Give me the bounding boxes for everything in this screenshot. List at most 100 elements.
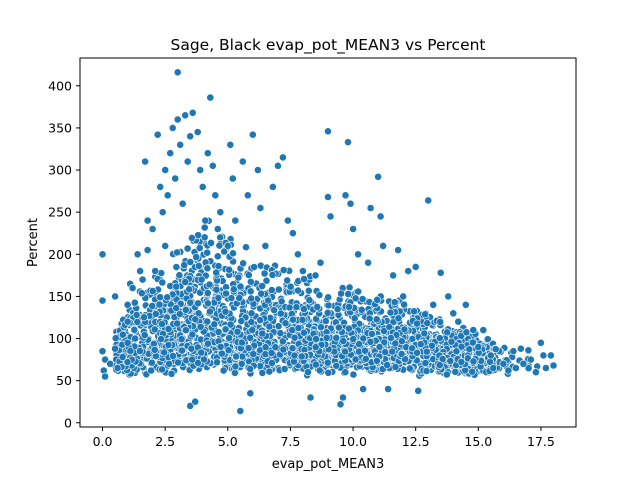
data-point <box>161 166 170 174</box>
data-point <box>113 364 122 372</box>
data-point <box>247 309 256 318</box>
data-point <box>231 362 240 371</box>
data-point <box>422 347 431 356</box>
data-point <box>118 353 127 361</box>
data-point <box>156 182 165 191</box>
data-point <box>204 339 212 348</box>
data-point <box>324 293 333 302</box>
data-point <box>200 233 209 242</box>
data-point <box>237 338 246 347</box>
data-point <box>237 317 246 325</box>
data-point <box>517 344 525 353</box>
data-point <box>274 285 283 294</box>
data-point <box>364 258 372 267</box>
data-point <box>216 233 225 242</box>
data-point <box>194 358 202 367</box>
data-point <box>270 306 278 315</box>
data-point <box>111 292 119 301</box>
data-point <box>161 241 170 250</box>
x-tick-label: 7.5 <box>280 434 300 449</box>
data-point <box>311 360 320 369</box>
data-point <box>126 347 135 355</box>
data-point <box>361 354 370 363</box>
data-point <box>357 305 366 314</box>
data-point <box>359 334 368 343</box>
data-point <box>539 351 548 360</box>
data-point <box>468 367 477 376</box>
data-point <box>449 309 458 318</box>
data-point <box>250 263 258 271</box>
data-point <box>404 267 413 275</box>
data-point <box>238 157 247 166</box>
data-point <box>268 270 277 279</box>
data-point <box>354 287 363 296</box>
data-point <box>207 238 215 247</box>
data-point <box>283 216 292 225</box>
data-point <box>273 161 282 170</box>
data-point <box>294 286 302 295</box>
data-point <box>435 361 444 369</box>
y-tick-label: 350 <box>48 120 72 135</box>
data-point <box>278 337 287 346</box>
data-point <box>148 225 157 233</box>
data-point <box>153 130 162 139</box>
data-point <box>504 366 513 375</box>
data-point <box>169 351 177 360</box>
data-point <box>299 328 308 337</box>
x-axis-label: evap_pot_MEAN3 <box>272 457 385 472</box>
data-point <box>413 319 421 328</box>
data-point <box>429 300 438 309</box>
data-point <box>421 310 429 319</box>
data-point <box>299 305 308 313</box>
data-point <box>324 301 333 310</box>
data-point <box>294 324 303 332</box>
data-point <box>225 265 233 274</box>
data-point <box>380 327 388 335</box>
data-point <box>380 338 389 347</box>
data-point <box>101 355 109 364</box>
data-point <box>171 174 180 183</box>
data-point <box>220 247 229 256</box>
data-point <box>133 317 142 326</box>
data-point <box>155 300 164 309</box>
y-tick-label: 200 <box>48 247 72 262</box>
data-point <box>98 296 107 305</box>
data-point <box>346 199 355 208</box>
data-point <box>158 365 166 374</box>
data-point <box>290 351 299 360</box>
data-point <box>111 344 119 353</box>
data-point <box>230 368 239 377</box>
data-point <box>221 307 230 316</box>
data-point <box>479 326 488 334</box>
data-point <box>336 400 345 409</box>
data-point <box>276 309 285 318</box>
data-point <box>465 345 474 354</box>
data-point <box>376 212 385 221</box>
data-point <box>222 289 230 298</box>
data-point <box>297 352 306 361</box>
data-point <box>186 132 195 141</box>
data-point <box>400 325 409 334</box>
data-point <box>298 315 307 324</box>
data-point <box>208 161 217 170</box>
data-point <box>194 309 203 318</box>
data-point <box>390 298 399 307</box>
data-point <box>214 328 223 336</box>
data-point <box>205 280 214 289</box>
data-point <box>175 310 184 318</box>
data-point <box>247 294 256 303</box>
data-point <box>187 233 196 242</box>
chart-title: Sage, Black evap_pot_MEAN3 vs Percent <box>170 36 485 55</box>
data-point <box>246 365 255 373</box>
data-point <box>258 329 267 338</box>
data-point <box>173 248 181 257</box>
data-point <box>111 334 120 343</box>
data-point <box>247 318 256 326</box>
data-point <box>462 328 471 337</box>
data-point <box>290 333 299 342</box>
data-point <box>427 341 436 350</box>
data-point <box>239 259 247 268</box>
data-point <box>143 216 152 225</box>
data-point <box>288 229 297 238</box>
data-point <box>246 277 255 286</box>
